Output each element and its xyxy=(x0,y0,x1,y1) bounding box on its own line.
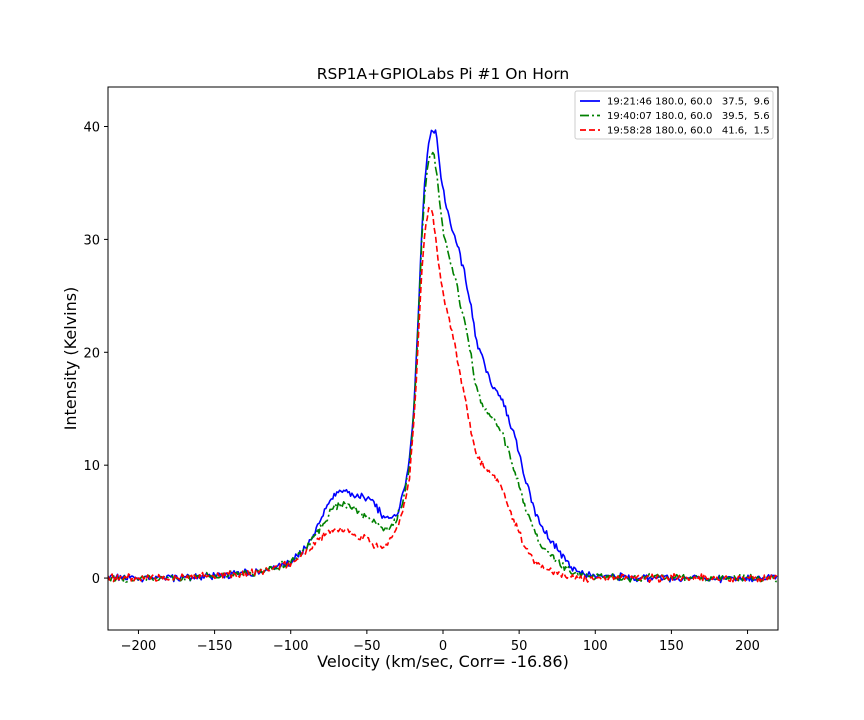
y-axis-title: Intensity (Kelvins) xyxy=(61,287,80,431)
x-tick-label: −100 xyxy=(273,639,309,654)
x-tick-label: 150 xyxy=(659,639,684,654)
x-tick-label: −200 xyxy=(121,639,157,654)
y-tick-label: 0 xyxy=(92,572,100,587)
x-tick-label: 200 xyxy=(735,639,760,654)
y-axis-ticks: 0 10 20 30 40 xyxy=(83,121,108,587)
legend-label-1: 19:21:46 180.0, 60.0 37.5, 9.6 xyxy=(607,97,770,108)
x-tick-label: 50 xyxy=(511,639,528,654)
legend-box xyxy=(574,90,774,140)
y-tick-label: 10 xyxy=(83,459,100,474)
y-tick-label: 40 xyxy=(83,121,100,136)
x-tick-label: 0 xyxy=(439,639,447,654)
x-axis-ticks: −200 −150 −100 −50 0 50 100 150 200 xyxy=(121,630,760,654)
x-tick-label: 100 xyxy=(583,639,608,654)
series-layer xyxy=(108,129,778,584)
x-tick-label: −50 xyxy=(353,639,380,654)
y-tick-label: 30 xyxy=(83,233,100,248)
legend: 19:21:46 180.0, 60.0 37.5, 9.6 19:40:07 1… xyxy=(574,90,774,140)
chart-title: RSP1A+GPIOLabs Pi #1 On Horn xyxy=(317,65,570,83)
y-tick-label: 20 xyxy=(83,346,100,361)
series-line-2 xyxy=(108,151,777,584)
x-axis-title: Velocity (km/sec, Corr= -16.86) xyxy=(317,652,569,671)
x-tick-label: −150 xyxy=(197,639,233,654)
series-line-1 xyxy=(108,129,778,584)
legend-label-2: 19:40:07 180.0, 60.0 39.5, 5.6 xyxy=(607,111,770,122)
legend-label-3: 19:58:28 180.0, 60.0 41.6, 1.5 xyxy=(607,126,770,137)
